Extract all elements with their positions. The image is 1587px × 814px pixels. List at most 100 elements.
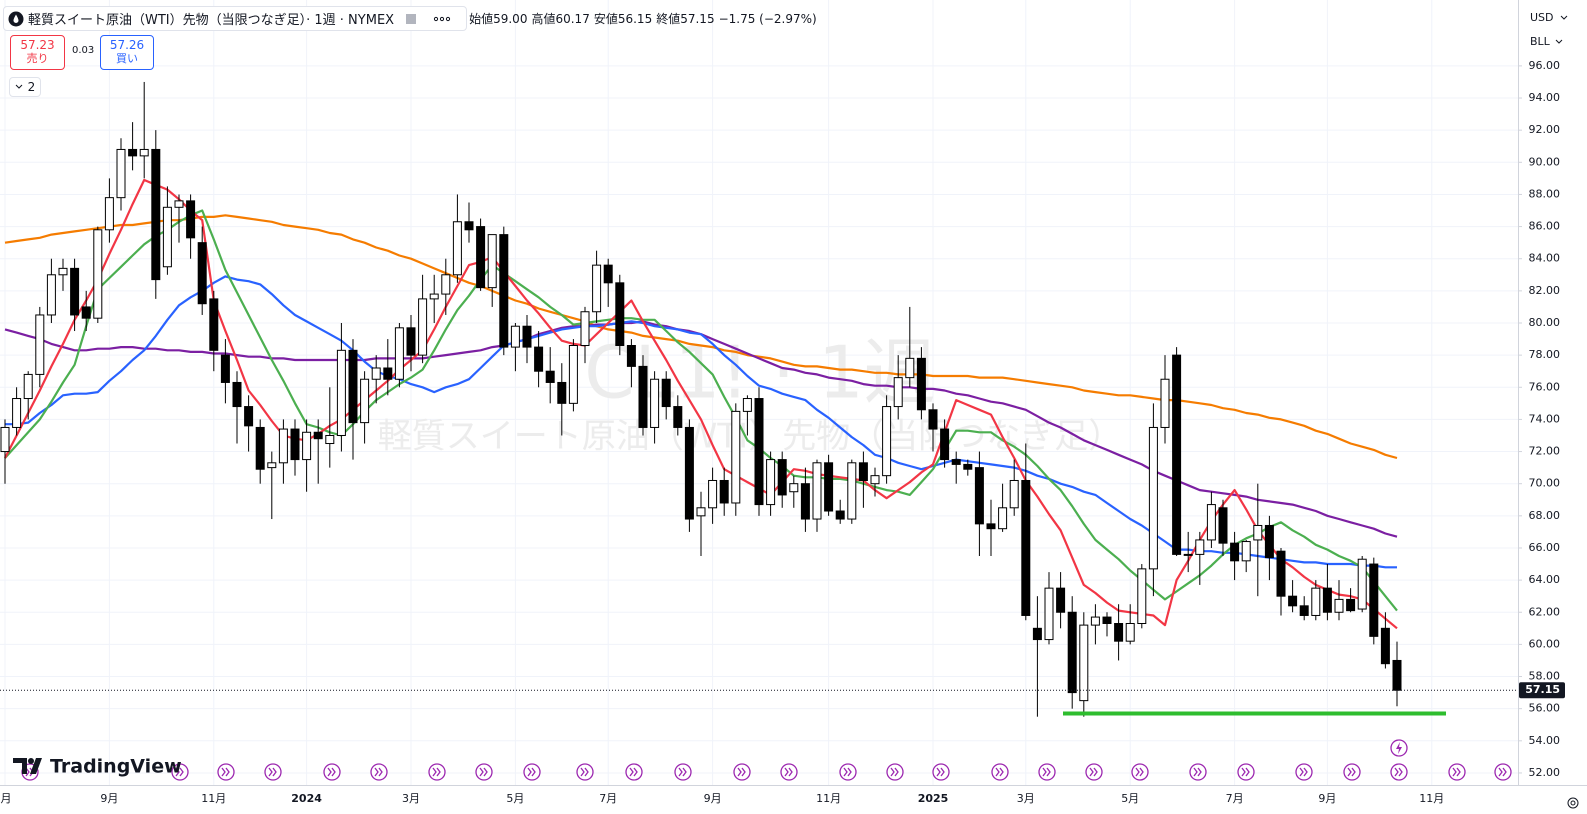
candle-body — [835, 510, 845, 520]
y-tick-label: 74.00 — [1529, 412, 1561, 425]
candle-body — [824, 462, 834, 512]
candle-body — [928, 409, 938, 430]
x-tick-label: 9月 — [704, 792, 722, 805]
ohlc-value: 56.15 — [617, 11, 653, 26]
candle-body — [603, 264, 613, 284]
event-icon[interactable] — [1390, 763, 1408, 781]
event-icon[interactable] — [1494, 763, 1512, 781]
y-tick-label: 68.00 — [1529, 509, 1561, 522]
event-icon[interactable] — [1343, 763, 1361, 781]
event-icon[interactable] — [991, 763, 1009, 781]
event-icon-arrows — [175, 767, 184, 777]
y-tick-label: 80.00 — [1529, 316, 1561, 329]
candle-body — [1346, 598, 1356, 612]
x-tick-label: 9月 — [1318, 792, 1336, 805]
candle-body — [1183, 553, 1193, 556]
event-icon-arrows — [479, 767, 488, 777]
event-icon[interactable] — [1131, 763, 1149, 781]
flag-icon[interactable] — [406, 13, 417, 24]
event-icon-ring — [625, 763, 643, 781]
event-icon-arrows — [1042, 767, 1051, 777]
branding[interactable]: TradingView — [13, 756, 182, 778]
y-tick-label: 90.00 — [1529, 155, 1561, 168]
event-icon[interactable] — [1085, 763, 1103, 781]
candle-body — [267, 462, 277, 469]
y-tick-label: 64.00 — [1529, 573, 1561, 586]
event-icon[interactable] — [1237, 763, 1255, 781]
candle-body — [1264, 524, 1274, 559]
event-icon[interactable] — [523, 763, 541, 781]
candle-body — [534, 346, 544, 372]
event-icon[interactable] — [217, 763, 235, 781]
event-icon-arrows — [629, 767, 638, 777]
event-icon-ring — [1343, 763, 1361, 781]
more-dot — [433, 16, 439, 21]
y-tick-label: 76.00 — [1529, 380, 1561, 393]
event-icon[interactable] — [428, 763, 446, 781]
dividend-icon[interactable] — [1390, 739, 1408, 757]
time-axis-bg — [0, 786, 1587, 814]
candle-body — [916, 357, 926, 411]
more-dot — [439, 16, 445, 21]
buy-label: 買い — [116, 52, 138, 65]
sell-button[interactable]: 57.23 売り — [10, 35, 65, 70]
moving-average — [4, 178, 1398, 630]
candle-body — [1137, 568, 1147, 625]
candle-body — [789, 483, 799, 493]
y-tick-label: 56.00 — [1529, 702, 1561, 715]
event-icon[interactable] — [171, 763, 189, 781]
y-tick-label: 86.00 — [1529, 220, 1561, 233]
event-icon[interactable] — [674, 763, 692, 781]
indicator-count: 2 — [27, 80, 36, 94]
candle-body — [742, 398, 752, 412]
candle-body — [476, 226, 486, 289]
candle-body — [290, 428, 300, 461]
event-icon[interactable] — [1448, 763, 1466, 781]
settings-icon[interactable] — [1567, 797, 1579, 809]
event-icon[interactable] — [839, 763, 857, 781]
event-icon[interactable] — [370, 763, 388, 781]
candle-body — [731, 410, 741, 504]
event-icon[interactable] — [733, 763, 751, 781]
event-icon[interactable] — [886, 763, 904, 781]
candle-body — [336, 349, 346, 436]
candle-body — [615, 282, 625, 346]
candle-body — [394, 327, 404, 380]
candle-body — [986, 523, 996, 530]
candle-body — [429, 293, 439, 300]
candle-body — [313, 431, 323, 440]
candle-body — [998, 507, 1008, 530]
event-icon[interactable] — [1038, 763, 1056, 781]
candle-body — [46, 274, 56, 316]
event-icon[interactable] — [780, 763, 798, 781]
candle-body — [383, 367, 393, 380]
candle-body — [1288, 595, 1298, 607]
event-icon[interactable] — [932, 763, 950, 781]
x-tick-label: 5月 — [1121, 792, 1139, 805]
symbol-pill[interactable]: 軽質スイート原油（WTI）先物（当限つなぎ足）· 1週 · NYMEX — [3, 6, 468, 31]
event-icon[interactable] — [475, 763, 493, 781]
candle-body — [139, 148, 149, 157]
buy-button[interactable]: 57.26 買い — [100, 35, 154, 70]
event-icon-ring — [323, 763, 341, 781]
candle-body — [1125, 623, 1135, 642]
event-icon[interactable] — [576, 763, 594, 781]
ohlc-value: 57.15 — [680, 11, 715, 26]
unit[interactable]: BLL — [1530, 35, 1551, 48]
candle-body — [302, 431, 312, 461]
candle-body — [1148, 426, 1158, 570]
event-icon[interactable] — [625, 763, 643, 781]
candle-body — [1392, 659, 1402, 691]
event-icon[interactable] — [323, 763, 341, 781]
event-icon-ring — [1448, 763, 1466, 781]
event-icon-ring — [1237, 763, 1255, 781]
currency[interactable]: USD — [1530, 11, 1554, 24]
event-icon[interactable] — [264, 763, 282, 781]
event-icon[interactable] — [1189, 763, 1207, 781]
candle-body — [870, 475, 880, 485]
unit-caret — [1555, 39, 1563, 44]
event-icon-arrows — [1498, 767, 1507, 777]
indicator-toggle[interactable]: 2 — [9, 77, 41, 97]
event-icon[interactable] — [1295, 763, 1313, 781]
candle-body — [162, 206, 172, 268]
